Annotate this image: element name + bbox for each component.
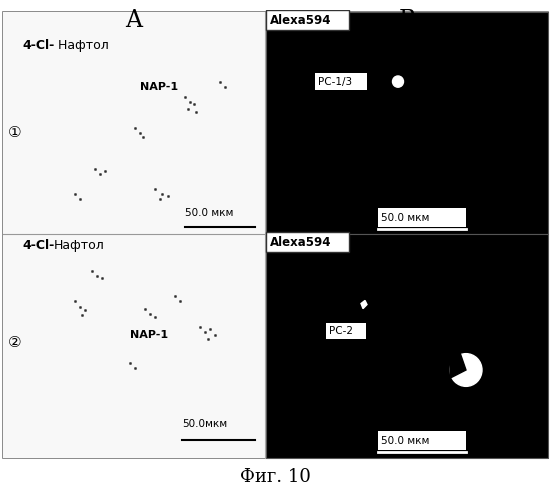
Text: 50.0 мкм: 50.0 мкм [381, 212, 429, 222]
Polygon shape [450, 352, 466, 378]
Text: PC-1/3: PC-1/3 [318, 76, 352, 86]
Text: Alexa594: Alexa594 [270, 236, 332, 248]
Text: B: B [398, 8, 415, 32]
Bar [326, 323, 366, 340]
Polygon shape [361, 300, 367, 308]
Text: ①: ① [8, 125, 21, 140]
Bar [378, 432, 466, 450]
Text: Alexa594: Alexa594 [270, 14, 332, 26]
Bar [3, 12, 265, 458]
Text: Нафтол: Нафтол [54, 40, 109, 52]
Text: 50.0мкм: 50.0мкм [182, 420, 227, 430]
Bar [266, 234, 548, 458]
Bar [378, 208, 466, 227]
Text: NAP-1: NAP-1 [130, 330, 168, 340]
Bar [266, 232, 349, 252]
Text: NAP-1: NAP-1 [140, 82, 178, 92]
Text: 50.0 мкм: 50.0 мкм [185, 208, 234, 218]
Text: 4-Cl-: 4-Cl- [22, 238, 54, 252]
Bar [315, 74, 367, 90]
Text: 50.0 мкм: 50.0 мкм [381, 436, 429, 446]
Circle shape [450, 354, 482, 386]
Text: 4-Cl-: 4-Cl- [22, 40, 54, 52]
Text: Нафтол: Нафтол [54, 238, 105, 252]
Text: PC-2: PC-2 [329, 326, 353, 336]
Text: ②: ② [8, 335, 21, 350]
Bar [266, 12, 548, 234]
Text: A: A [126, 8, 143, 32]
Bar [266, 10, 349, 30]
Text: Фиг. 10: Фиг. 10 [240, 468, 311, 486]
Circle shape [392, 76, 403, 87]
